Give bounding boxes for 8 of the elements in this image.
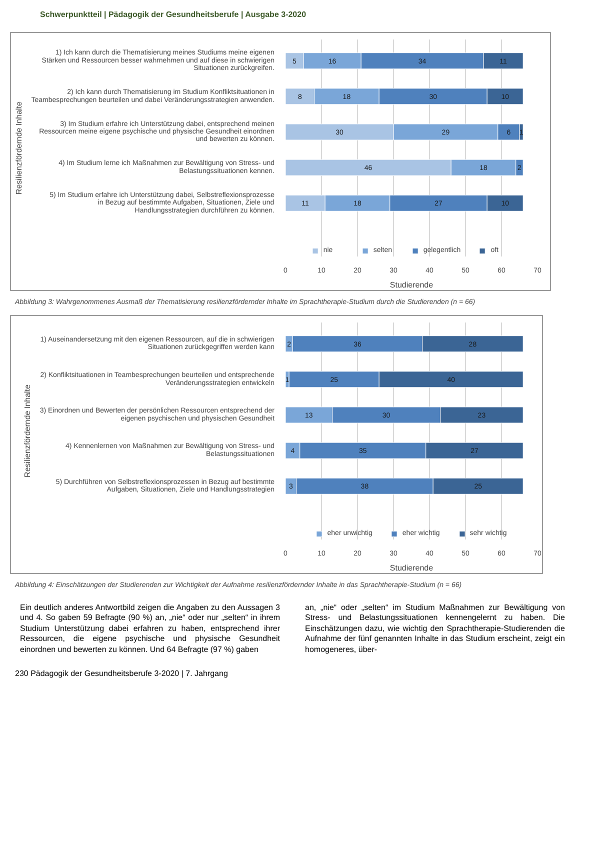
text: Schwerpunktteil | Pädagogik der Gesundheitsberufe | Ausgabe 3-2020 [40,9,306,20]
text: Ein deutlich anderes Antwortbild zeigen die Angaben zu den Aussagen 3 und 4. So gaben 59 Befragte (90 %) an, „nie“ oder nur „selten“ in ihrem Studium Unterstützung dabei erfahren zu haben, entsprechend ihrer Ressourcen, die eigene psychische und physische Gesundheit einordnen und bewerten zu können. Und 64 Befragte (97 %) gaben [20,603,280,655]
text: an, „nie“ oder „selten“ im Studium Maßnahmen zur Bewältigung von Stress- und Belastungssituationen kennengelernt zu haben. Die Einschätzungen dazu, wie wichtig den Sprachtherapie-Studierenden die Aufnahme der fünf genannten Inhalte in das Studium erscheint, zeigt ein homogeneres, über- [305,603,565,655]
x-axis-title: Studierende [390,564,434,572]
y-axis-title: Resilienzfördernde Inhalte [14,100,24,194]
x-axis-title: Studierende [390,280,434,290]
text: 230 Pädagogik der Gesundheitsberufe 3-2020 | 7. Jahrgang [15,668,228,680]
y-axis-title: Resilienzfördernde Inhalte [22,384,32,478]
